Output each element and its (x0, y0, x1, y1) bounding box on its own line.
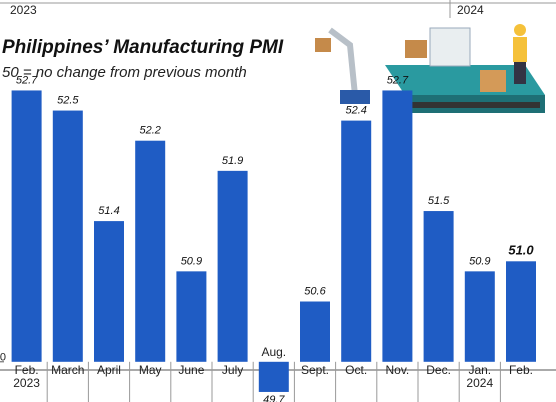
x-tick-label-box: April (88, 364, 129, 394)
bar (218, 171, 248, 362)
x-tick-label: Dec. (418, 364, 459, 377)
chart-title: Philippines’ Manufacturing PMI (2, 37, 284, 58)
bar (424, 211, 454, 362)
value-label: 52.5 (57, 94, 79, 106)
x-tick-label: Feb. (500, 364, 541, 377)
value-label: 51.0 (508, 243, 534, 258)
x-tick-label-box: Feb. 2023 (6, 364, 47, 394)
x-tick-label: May (130, 364, 171, 377)
value-label: 52.4 (345, 105, 366, 117)
x-tick-label: Sept. (294, 364, 335, 377)
value-label: 51.4 (98, 205, 119, 217)
x-tick-label: Oct. (336, 364, 377, 377)
x-tick-label-box: July (212, 364, 253, 394)
top-label: 2024 (457, 3, 484, 17)
value-label: 51.9 (222, 155, 243, 167)
chart: 2023 2024 Philippines’ Manufacturing PMI… (0, 0, 556, 402)
value-label: 50.9 (181, 255, 202, 267)
bar (300, 302, 330, 362)
value-label: 49.7 (263, 394, 285, 402)
value-label: 52.7 (16, 74, 38, 86)
x-tick-label: Jan. 2024 (459, 364, 500, 390)
x-tick-label: Nov. (377, 364, 418, 377)
bar (53, 111, 83, 362)
top-label: 2023 (10, 3, 37, 17)
x-tick-label-box: March (47, 364, 88, 394)
value-label: 52.2 (139, 125, 160, 137)
x-tick-label: Aug. (253, 336, 294, 359)
x-tick-label-box: June (171, 364, 212, 394)
x-tick-label-box: Sept. (294, 364, 335, 394)
x-tick-label: March (47, 364, 88, 377)
bar (506, 261, 536, 362)
bar (176, 271, 206, 361)
x-tick-label-box: May (130, 364, 171, 394)
x-tick-label-box: Aug. (253, 336, 294, 366)
x-tick-label: July (212, 364, 253, 377)
x-tick-label: June (171, 364, 212, 377)
x-tick-label-box: Feb. (500, 364, 541, 394)
bar (382, 90, 412, 361)
value-label: 52.7 (387, 74, 409, 86)
page: 2023 2024 Philippines’ Manufacturing PMI… (0, 0, 556, 402)
chart-subtitle: 50 = no change from previous month (2, 64, 247, 81)
x-tick-label: April (88, 364, 129, 377)
x-tick-label: Feb. 2023 (6, 364, 47, 390)
x-tick-label-box: Oct. (336, 364, 377, 394)
x-tick-label-box: Nov. (377, 364, 418, 394)
x-tick-label-box: Dec. (418, 364, 459, 394)
bar (12, 90, 42, 361)
value-label: 50.9 (469, 255, 490, 267)
value-label: 51.5 (428, 195, 450, 207)
bar (259, 362, 289, 392)
bar (465, 271, 495, 361)
x-tick-label-box: Jan. 2024 (459, 364, 500, 394)
bar (341, 121, 371, 362)
bar (135, 141, 165, 362)
bar (94, 221, 124, 362)
value-label: 50.6 (304, 285, 326, 297)
